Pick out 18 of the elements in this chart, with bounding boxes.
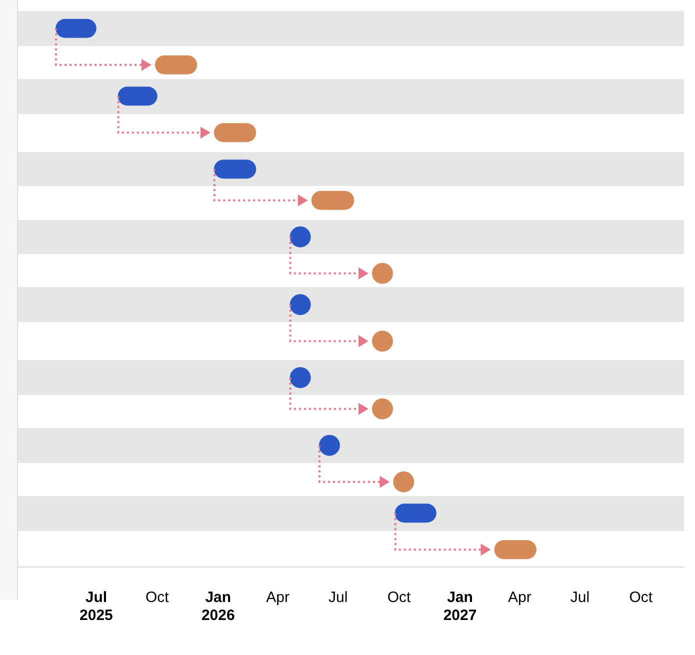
point [372, 330, 393, 352]
point [318, 434, 340, 456]
x-tick-label: Apr [266, 589, 290, 606]
x-tick-label: Oct [145, 589, 170, 606]
x-tick-label: Jan 2026 [201, 589, 235, 624]
x-tick-label: Jan 2027 [443, 589, 477, 624]
x-tick-label: Jul [328, 589, 348, 606]
point [372, 398, 393, 420]
point [290, 294, 311, 316]
point [290, 367, 311, 388]
x-tick-label: Jul 2025 [80, 589, 113, 624]
point [290, 226, 311, 248]
point [372, 262, 393, 284]
x-tick-label: Jul [570, 589, 590, 606]
x-tick-label: Apr [508, 589, 532, 606]
x-tick-label: Oct [387, 589, 412, 606]
x-tick-label: Oct [629, 589, 654, 606]
point [393, 471, 414, 492]
